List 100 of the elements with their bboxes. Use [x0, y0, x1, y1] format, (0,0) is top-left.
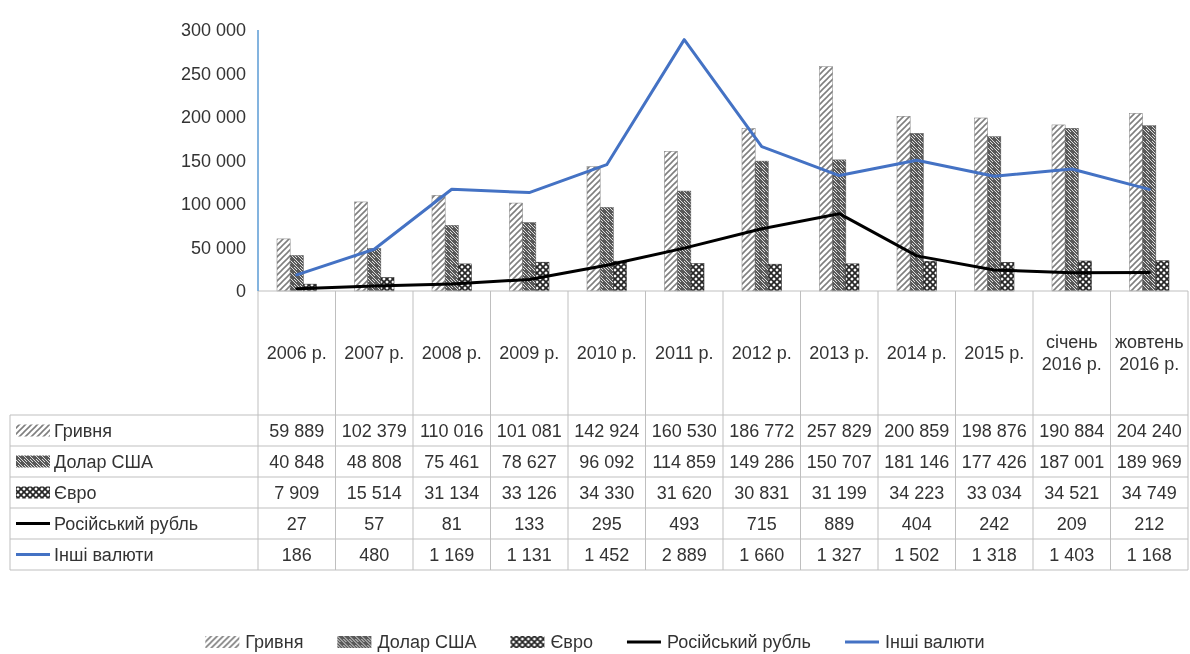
data-label: 189 969 [1116, 451, 1182, 472]
bar [690, 263, 705, 292]
bar [832, 159, 847, 292]
data-label: 142 924 [574, 420, 640, 441]
data-label: 78 627 [501, 451, 557, 472]
data-label: 114 859 [652, 451, 717, 472]
data-label: 257 829 [806, 420, 872, 441]
bar [509, 202, 523, 292]
data-label: 190 884 [1039, 420, 1105, 441]
data-label: 81 [441, 513, 462, 534]
data-label: 181 146 [884, 451, 950, 472]
legend-label: Гривня [54, 420, 113, 441]
data-label: 1 452 [584, 544, 630, 565]
bar [909, 133, 924, 292]
bar [522, 222, 537, 292]
data-label: 1 131 [506, 544, 552, 565]
data-label: 96 092 [579, 451, 635, 472]
bar [1078, 260, 1092, 292]
data-label: 48 808 [346, 451, 402, 472]
bar [819, 66, 833, 292]
data-label: 889 [824, 513, 855, 534]
data-label: 7 909 [274, 482, 320, 503]
x-tick-label: 2015 р. [964, 343, 1025, 363]
y-tick-label: 250 000 [180, 63, 246, 84]
bar [923, 260, 937, 292]
bar [974, 117, 988, 292]
data-label: 160 530 [651, 420, 717, 441]
bar [741, 128, 756, 292]
bar [845, 263, 860, 292]
data-label: 493 [669, 513, 700, 534]
data-label: 59 889 [269, 420, 325, 441]
bar [1142, 125, 1157, 292]
data-label: 27 [286, 513, 307, 534]
data-label: 200 859 [884, 420, 950, 441]
data-label: 149 286 [729, 451, 795, 472]
data-label: 480 [359, 544, 390, 565]
bar [768, 263, 782, 292]
bar [276, 238, 291, 292]
data-label: 204 240 [1116, 420, 1182, 441]
data-label: 101 081 [496, 420, 562, 441]
y-tick-label: 200 000 [180, 107, 246, 128]
data-label: 186 772 [729, 420, 795, 441]
data-label: 110 016 [419, 420, 484, 441]
data-label: 133 [514, 513, 545, 534]
bar [613, 260, 627, 292]
data-label: 34 521 [1044, 482, 1100, 503]
x-tick-label: 2012 р. [731, 343, 792, 363]
x-tick-label: січень 2016 р. [1041, 332, 1102, 374]
data-label: 75 461 [424, 451, 480, 472]
data-label: 34 330 [579, 482, 635, 503]
bar [1155, 260, 1170, 292]
bar [754, 160, 769, 292]
data-label: 33 126 [501, 482, 557, 503]
legend-label: Російський рубль [54, 513, 199, 534]
bar [599, 207, 614, 292]
legend-label: Інші валюти [54, 544, 154, 565]
data-label: 1 169 [429, 544, 475, 565]
data-label: 1 403 [1049, 544, 1095, 565]
data-label: 1 327 [816, 544, 862, 565]
data-label: 1 318 [971, 544, 1017, 565]
text: Гривня [245, 632, 304, 652]
data-label: 242 [979, 513, 1010, 534]
bar [586, 166, 601, 292]
bar [1051, 124, 1066, 292]
data-label: 1 660 [739, 544, 785, 565]
data-label: 295 [591, 513, 622, 534]
data-label: 102 379 [341, 420, 407, 441]
y-tick-label: 50 000 [190, 237, 246, 258]
bar [896, 116, 911, 292]
data-label: 198 876 [961, 420, 1027, 441]
x-tick-label: 2010 р. [576, 343, 637, 363]
data-label: 57 [364, 513, 385, 534]
x-tick-label: 2007 р. [344, 343, 405, 363]
data-label: 715 [746, 513, 777, 534]
bar [1064, 128, 1079, 292]
x-tick-label: 2014 р. [886, 343, 947, 363]
data-label: 31 199 [811, 482, 867, 503]
x-tick-label: 2006 р. [266, 343, 327, 363]
bar [664, 151, 678, 292]
y-tick-label: 150 000 [180, 150, 246, 171]
text: Долар США [377, 632, 477, 652]
data-label: 15 514 [346, 482, 402, 503]
data-label: 212 [1134, 513, 1165, 534]
bar [431, 195, 446, 292]
data-label: 31 620 [656, 482, 712, 503]
data-label: 33 034 [966, 482, 1022, 503]
data-label: 186 [281, 544, 312, 565]
x-tick-label: 2013 р. [809, 343, 870, 363]
text: Євро [550, 632, 593, 652]
data-label: 34 749 [1121, 482, 1177, 503]
bar [354, 201, 368, 292]
data-label: 1 168 [1126, 544, 1172, 565]
data-label: 31 134 [424, 482, 480, 503]
data-label: 1 502 [894, 544, 940, 565]
bar [444, 225, 459, 292]
data-label: 150 707 [806, 451, 872, 472]
data-label: 40 848 [269, 451, 325, 472]
data-label: 177 426 [961, 451, 1027, 472]
y-tick-label: 300 000 [180, 20, 246, 41]
legend-label: Євро [54, 482, 97, 503]
